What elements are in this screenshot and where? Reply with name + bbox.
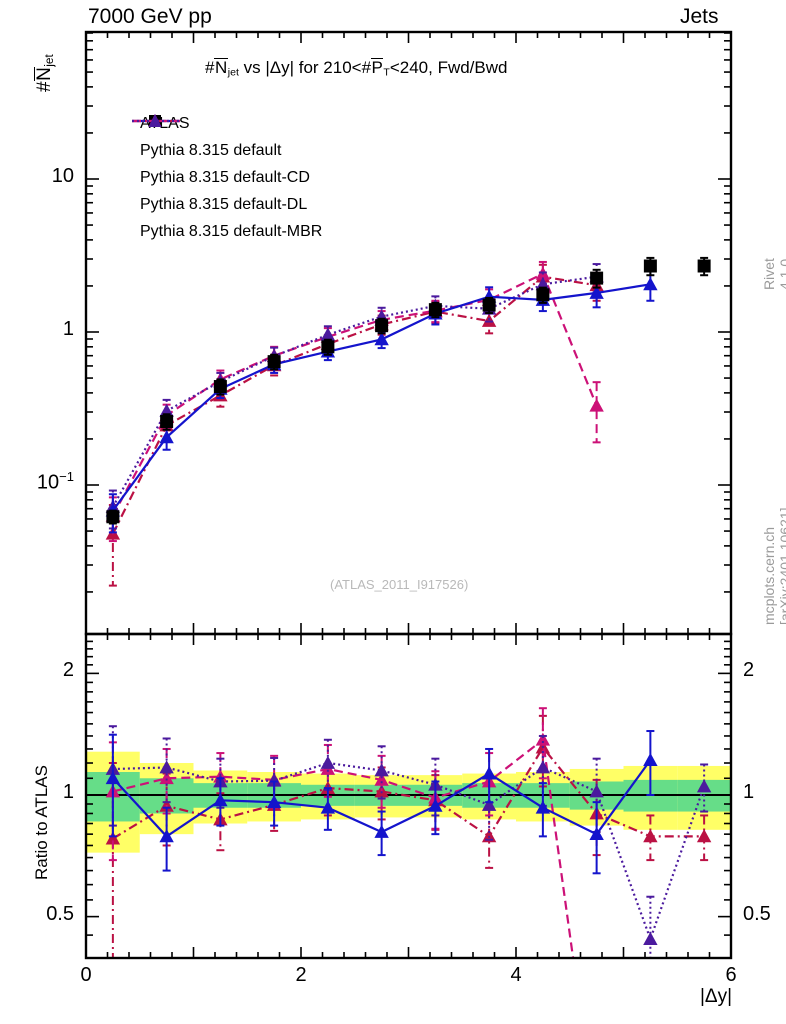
data-marker-square xyxy=(267,355,281,369)
ratio-ytick-label-0.5: 0.5 xyxy=(46,902,74,925)
ratio-ytick-label-2: 2 xyxy=(62,659,74,682)
data-marker-square xyxy=(643,259,657,273)
data-marker-triangle xyxy=(374,772,389,786)
title-pt: P xyxy=(371,58,384,77)
series-line xyxy=(112,761,706,943)
title-seg-2: vs |Δy| for 210<# xyxy=(238,58,372,77)
data-marker-triangle xyxy=(481,797,497,811)
beam-energy-label: 7000 GeV pp xyxy=(88,5,212,28)
xtick-label-4: 4 xyxy=(510,964,522,986)
series-line xyxy=(111,272,598,517)
legend-label-2: Pythia 8.315 default-CD xyxy=(140,168,310,186)
xtick-label-6: 6 xyxy=(725,964,737,986)
title-seg-1: # xyxy=(205,58,215,77)
legend-key-4 xyxy=(132,114,180,127)
data-marker-square xyxy=(697,259,711,273)
data-marker-triangle xyxy=(105,831,121,845)
data-marker-triangle xyxy=(589,285,604,299)
data-marker-triangle xyxy=(481,766,497,780)
ratio-ytick-label-1: 1 xyxy=(62,781,74,803)
data-marker-square xyxy=(428,303,442,317)
series-line xyxy=(112,737,575,958)
title-njet-sub: jet xyxy=(227,66,239,79)
data-marker-triangle xyxy=(159,829,174,843)
data-marker-square xyxy=(482,298,496,312)
xtick-label-0: 0 xyxy=(80,964,92,986)
xaxis-label: |Δy| xyxy=(700,986,733,1007)
series-line xyxy=(111,275,597,535)
data-marker-triangle xyxy=(589,784,604,798)
xtick-label-2: 2 xyxy=(295,964,307,986)
data-marker-square xyxy=(375,319,389,333)
data-marker-triangle xyxy=(320,755,336,769)
data-marker-triangle xyxy=(643,829,658,843)
analysis-id-watermark: (ATLAS_2011_I917526) xyxy=(330,577,469,592)
ratio-ytick-label-right-2: 2 xyxy=(743,659,755,682)
data-marker-triangle xyxy=(374,332,389,346)
data-marker-square xyxy=(536,288,550,302)
legend: ATLAS Pythia 8.315 default Pythia 8.315 de… xyxy=(130,110,322,245)
series-line xyxy=(111,275,597,508)
plot-title: #Njet vs |Δy| for 210<#PT<240, Fwd/Bwd xyxy=(205,58,507,79)
data-marker-triangle xyxy=(105,771,121,785)
legend-item-4[interactable]: Pythia 8.315 default-MBR xyxy=(130,114,323,245)
data-marker-triangle xyxy=(213,793,228,807)
ytick-label-0.1: 10−1 xyxy=(36,469,74,494)
ratio-uncertainty-bands xyxy=(86,751,731,853)
data-marker-triangle xyxy=(535,732,551,746)
data-marker-triangle xyxy=(589,398,604,412)
ytick-label-1: 1 xyxy=(62,318,74,340)
data-marker-triangle xyxy=(589,826,604,841)
data-marker-triangle xyxy=(535,800,551,814)
data-marker-triangle xyxy=(643,931,658,945)
ytick-label-10: 10 xyxy=(51,165,74,187)
data-marker-triangle xyxy=(481,313,497,327)
data-marker-triangle xyxy=(266,794,282,809)
legend-marker-triangle xyxy=(148,114,162,127)
ratio-plot-series xyxy=(105,707,712,958)
data-marker-square xyxy=(590,271,604,285)
title-seg-3: <240, Fwd/Bwd xyxy=(389,58,508,77)
title-njet: N xyxy=(214,58,228,77)
data-marker-triangle xyxy=(159,760,174,774)
data-marker-triangle xyxy=(320,800,336,814)
data-marker-triangle xyxy=(266,773,282,787)
main-panel-frame xyxy=(84,30,733,636)
data-marker-square xyxy=(213,380,227,394)
data-marker-triangle xyxy=(535,760,551,774)
data-marker-triangle xyxy=(320,327,336,341)
data-marker-triangle xyxy=(159,771,174,785)
data-marker-triangle xyxy=(428,798,443,812)
data-marker-triangle xyxy=(374,824,389,838)
data-marker-triangle xyxy=(696,779,712,793)
data-marker-triangle xyxy=(374,763,389,777)
data-marker-triangle xyxy=(159,430,174,444)
data-marker-triangle xyxy=(643,752,658,767)
legend-label-1: Pythia 8.315 default xyxy=(140,141,282,159)
data-marker-square xyxy=(106,510,120,524)
main-plot-series xyxy=(105,256,711,587)
series-line xyxy=(112,745,705,840)
analysis-category-label: Jets xyxy=(680,5,719,28)
data-marker-square xyxy=(160,415,174,429)
legend-label-4: Pythia 8.315 default-MBR xyxy=(140,222,323,240)
data-marker-triangle xyxy=(696,829,712,843)
legend-label-3: Pythia 8.315 default-DL xyxy=(140,195,308,213)
ratio-ytick-label-right-1: 1 xyxy=(743,781,755,803)
data-marker-triangle xyxy=(643,277,658,291)
title-pt-sub: T xyxy=(383,66,390,79)
ratio-ytick-label-right-0.5: 0.5 xyxy=(743,902,771,925)
data-marker-square xyxy=(321,340,335,354)
